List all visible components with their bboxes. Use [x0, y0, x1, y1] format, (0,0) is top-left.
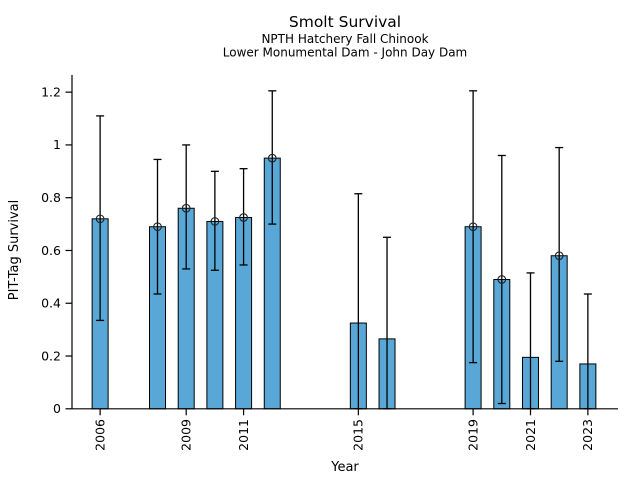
y-tick-label: 0.2: [41, 348, 61, 363]
y-tick-label: 0: [53, 401, 61, 416]
point-marker-circle: [153, 222, 162, 232]
y-tick-label: 0.6: [41, 243, 61, 258]
y-axis-label: PIT-Tag Survival: [7, 200, 22, 300]
bars-group: [91, 90, 597, 410]
x-tick-label: 2009: [178, 419, 193, 451]
x-axis-label: Year: [330, 460, 359, 475]
point-marker-circle: [181, 203, 191, 213]
y-tick-label: 1: [53, 137, 61, 152]
point-marker-circle: [554, 251, 564, 261]
x-axis-ticks: 2006 2009 2011 2015 2019 2021 2023: [92, 408, 595, 451]
x-tick-label: 2011: [236, 419, 251, 451]
point-marker-circle: [95, 214, 105, 224]
x-tick-label: 2015: [351, 419, 366, 451]
chart-subtitle-line1: NPTH Hatchery Fall Chinook: [261, 32, 428, 46]
point-marker-circle: [497, 275, 507, 284]
y-tick-label: 0.4: [41, 296, 61, 311]
y-tick-label: 1.2: [41, 84, 61, 99]
point-marker-circle: [239, 213, 248, 222]
chart-title: Smolt Survival: [289, 13, 401, 31]
y-tick-label: 0.8: [41, 190, 61, 205]
y-axis-ticks: 0 0.2 0.4 0.6 0.8 1 1.2: [41, 84, 72, 416]
point-marker-circle: [267, 153, 277, 163]
x-tick-label: 2021: [523, 419, 538, 451]
point-marker-circle: [468, 222, 478, 232]
x-tick-label: 2019: [465, 419, 480, 451]
chart-subtitle-line2: Lower Monumental Dam - John Day Dam: [223, 46, 468, 60]
x-tick-label: 2023: [580, 419, 595, 451]
x-tick-label: 2006: [92, 419, 107, 451]
point-marker-circle: [210, 217, 220, 226]
